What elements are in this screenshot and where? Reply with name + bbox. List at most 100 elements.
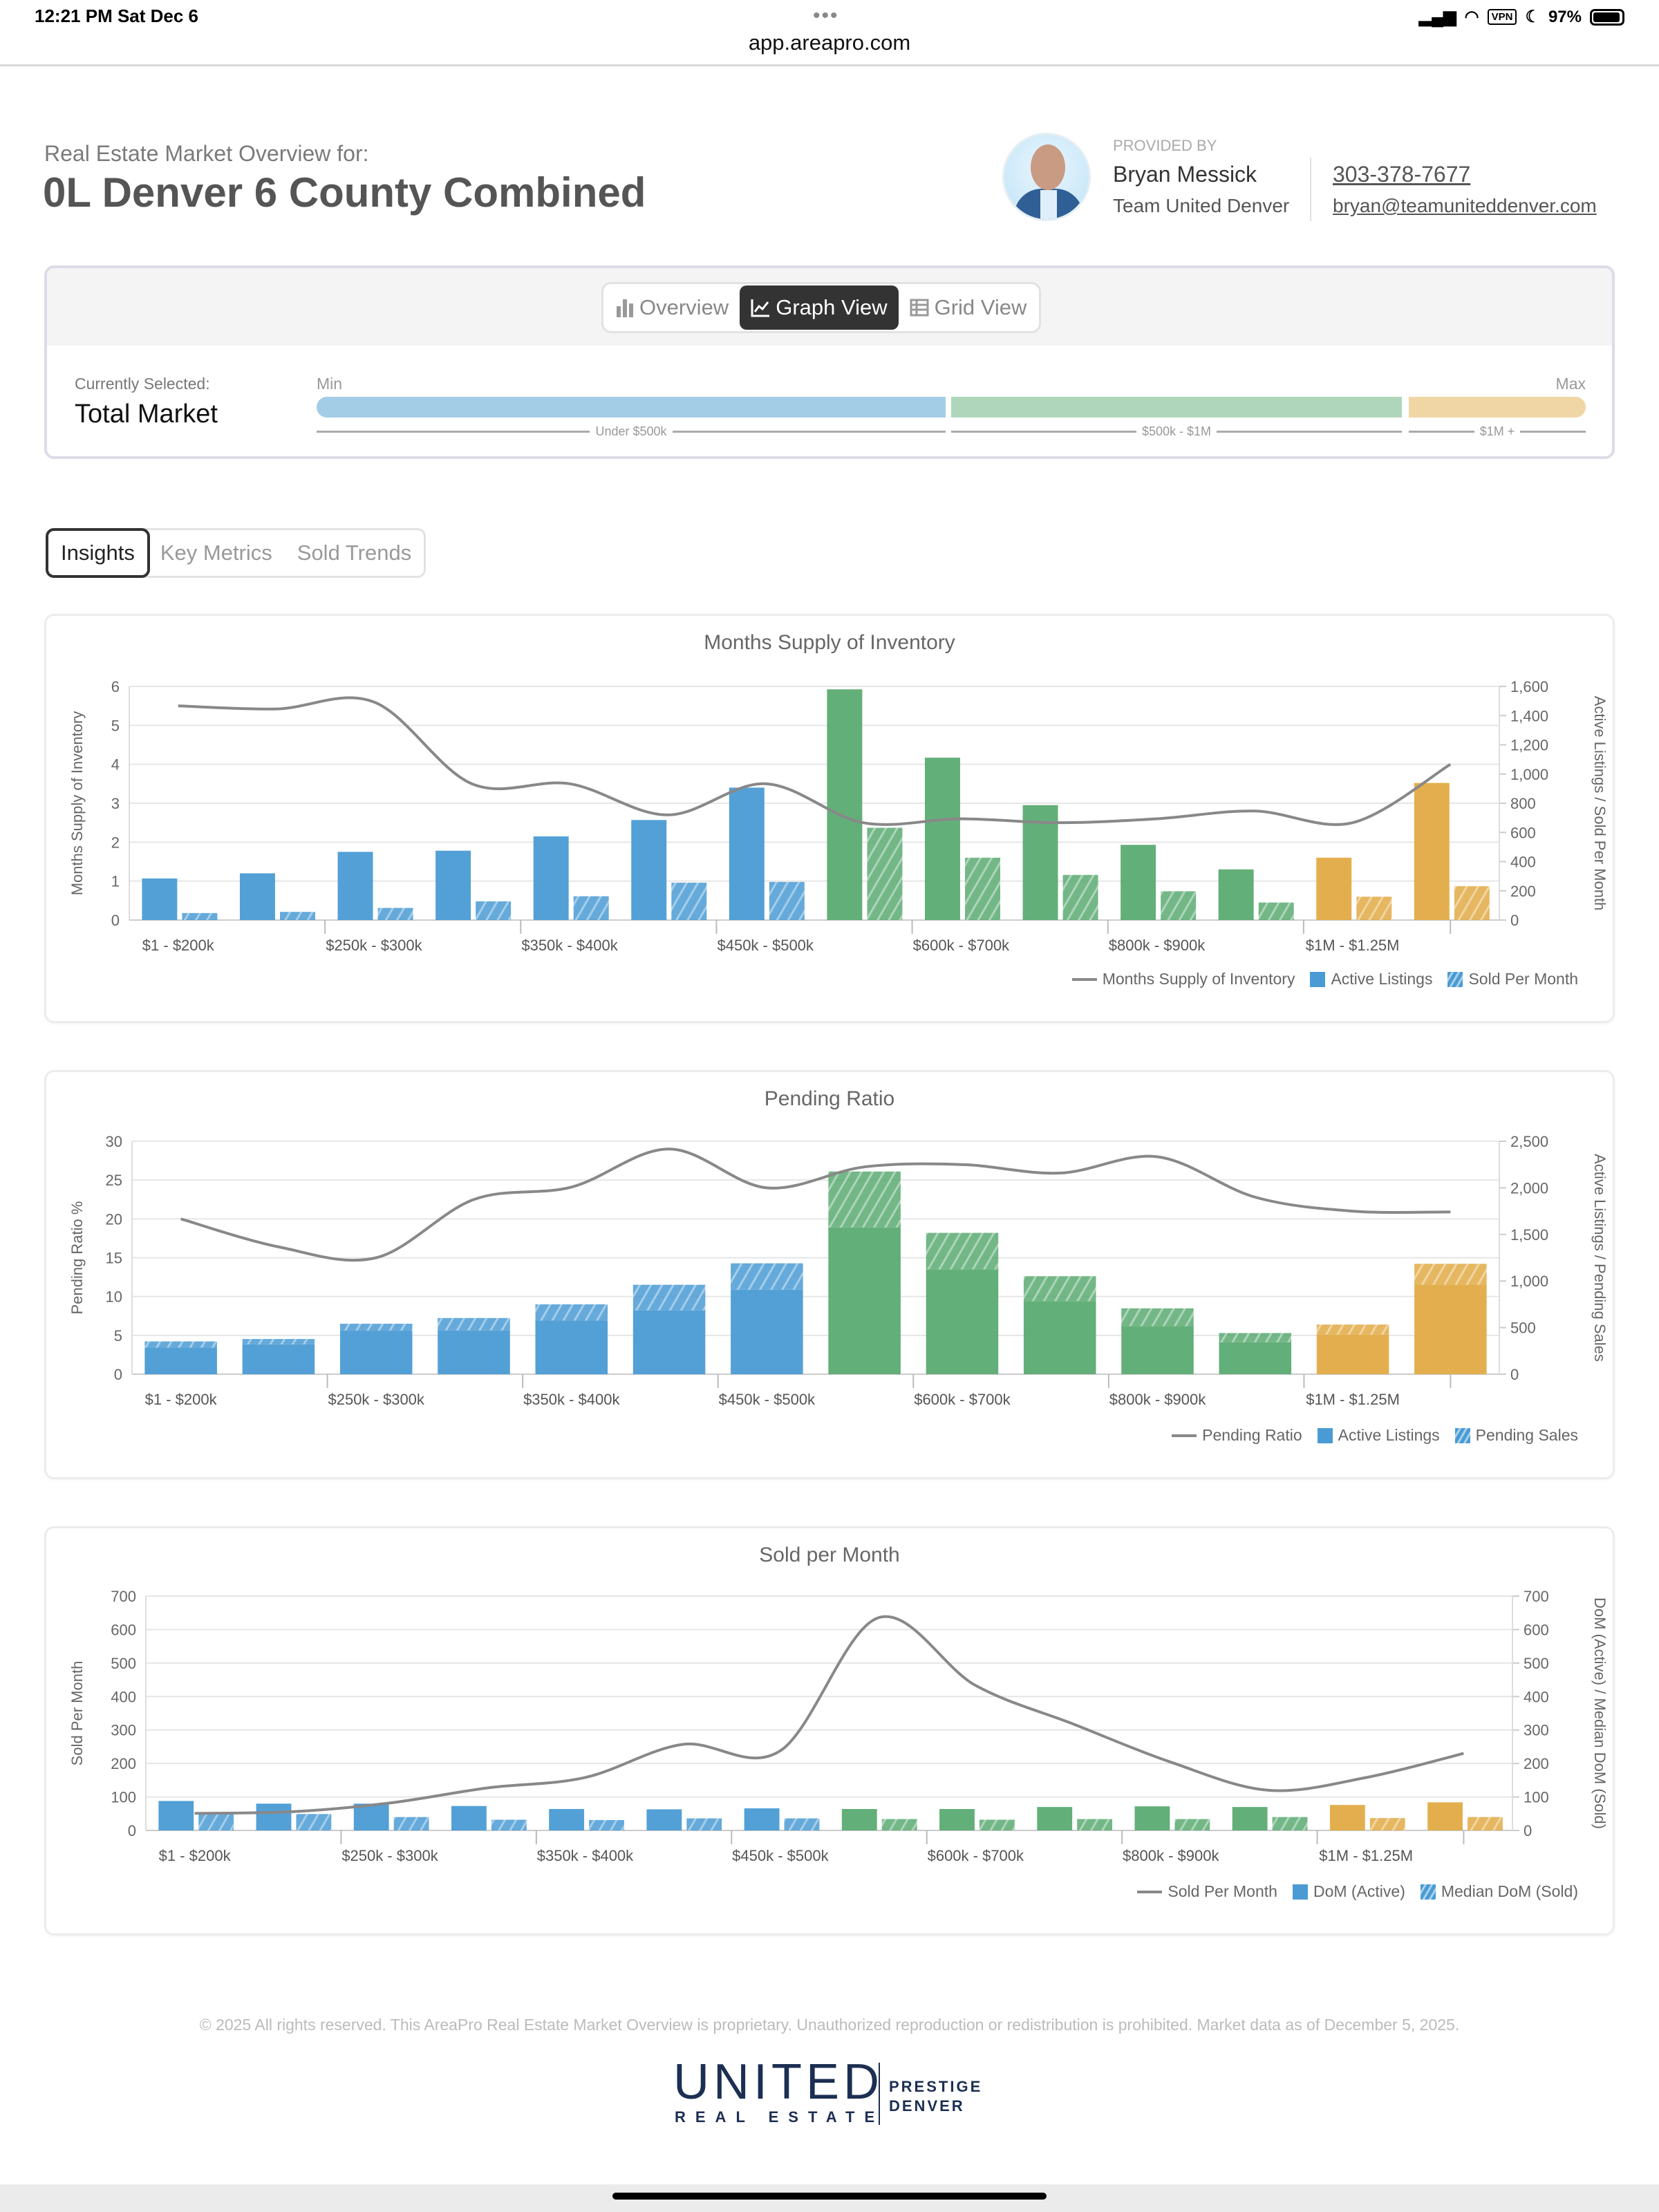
legend-item[interactable]: Months Supply of Inventory: [1071, 970, 1295, 988]
svg-text:DENVER: DENVER: [889, 2097, 965, 2115]
overview-label: Real Estate Market Overview for:: [44, 141, 369, 166]
bar-dom-active-: [1427, 1802, 1463, 1830]
view-toggle: Overview Graph View Grid View: [601, 282, 1042, 333]
grid-view-button[interactable]: Grid View: [899, 285, 1038, 330]
bar-pending-sales: [926, 1232, 999, 1270]
y-right-tick-label: 200: [1510, 883, 1536, 900]
y-left-tick-label: 6: [111, 678, 120, 695]
y-right-tick-label: 1,200: [1510, 737, 1548, 754]
x-tick-label: $250k - $300k: [328, 1391, 424, 1408]
bar-pending-sales: [1414, 1264, 1487, 1285]
chart-title: Months Supply of Inventory: [704, 631, 955, 654]
y-left-tick-label: 25: [106, 1172, 122, 1189]
y-right-axis-title: Active Listings / Sold Per Month: [1591, 696, 1609, 911]
bar-median-dom-sold-: [1174, 1819, 1210, 1830]
x-tick-label: $450k - $500k: [719, 1391, 816, 1408]
bar-active-listings: [535, 1320, 608, 1374]
svg-text:REAL ESTATE: REAL ESTATE: [675, 2108, 884, 2126]
bar-active-listings: [438, 1330, 510, 1374]
svg-text:UNITED: UNITED: [673, 2054, 883, 2110]
overview-label: Overview: [639, 295, 729, 319]
y-right-tick-label: 800: [1510, 795, 1536, 812]
bar-pending-sales: [632, 1284, 706, 1311]
y-right-tick-label: 2,000: [1510, 1179, 1548, 1197]
y-left-axis-title: Sold Per Month: [68, 1661, 86, 1766]
line-chart-icon: [751, 299, 770, 317]
tab-insights[interactable]: Insights: [46, 528, 150, 578]
series-line-pending-ratio: [180, 1147, 1451, 1262]
range-label: Under $500k: [317, 422, 946, 441]
bar-active-listings: [339, 1331, 413, 1374]
bar-dom-active-: [1134, 1806, 1170, 1830]
legend-item[interactable]: Median DoM (Sold): [1420, 1882, 1578, 1901]
bar-pending-sales: [438, 1318, 510, 1331]
url-bar[interactable]: app.areapro.com: [748, 30, 911, 55]
legend-item[interactable]: Sold Per Month: [1447, 970, 1578, 988]
legend-item[interactable]: Active Listings: [1317, 1426, 1440, 1445]
battery-icon: [1590, 8, 1624, 26]
bar-active-listings: [1414, 1284, 1487, 1374]
y-right-tick-label: 500: [1510, 1320, 1536, 1337]
range-label: $500k - $1M: [951, 422, 1402, 441]
bar-active-listings: [631, 820, 667, 920]
phone-link[interactable]: 303-378-7677: [1333, 162, 1471, 187]
y-left-tick-label: 5: [111, 717, 120, 734]
divider: [1310, 158, 1311, 221]
bar-sold-per-month: [182, 912, 218, 920]
y-right-axis-title: DoM (Active) / Median DoM (Sold): [1591, 1597, 1609, 1829]
chart-legend: Sold Per Month DoM (Active) Median DoM (…: [1137, 1882, 1578, 1901]
legend-item[interactable]: Active Listings: [1310, 970, 1432, 988]
bar-sold-per-month: [476, 901, 512, 920]
section-tabs: Insights Key Metrics Sold Trends: [46, 528, 427, 578]
bar-active-listings: [1121, 845, 1156, 920]
vpn-icon: VPN: [1487, 9, 1517, 25]
range-500k-1m[interactable]: [951, 397, 1402, 418]
bar-median-dom-sold-: [491, 1819, 527, 1830]
multitask-dots[interactable]: •••: [813, 4, 839, 27]
y-right-tick-label: 1,600: [1510, 678, 1548, 695]
legend-item[interactable]: DoM (Active): [1292, 1882, 1405, 1901]
y-right-tick-label: 200: [1524, 1755, 1549, 1772]
bar-sold-per-month: [1062, 874, 1098, 920]
bar-sold-per-month: [377, 908, 413, 920]
bar-median-dom-sold-: [686, 1818, 722, 1830]
email-link[interactable]: bryan@teamuniteddenver.com: [1333, 195, 1597, 216]
x-tick-label: $1M - $1.25M: [1319, 1847, 1413, 1864]
bar-active-listings: [1219, 1342, 1292, 1374]
range-under-500k[interactable]: [317, 397, 946, 418]
bar-active-listings: [242, 1344, 315, 1374]
range-label: $1M +: [1409, 422, 1586, 441]
tab-sold-trends[interactable]: Sold Trends: [297, 541, 412, 565]
y-left-tick-label: 10: [106, 1288, 122, 1306]
page-title: 0L Denver 6 County Combined: [43, 169, 646, 216]
bar-dom-active-: [841, 1809, 877, 1830]
graph-view-button[interactable]: Graph View: [740, 285, 899, 330]
wifi-icon: ◠: [1464, 8, 1479, 26]
y-left-tick-label: 400: [111, 1688, 136, 1705]
overview-button[interactable]: Overview: [605, 285, 740, 330]
bar-median-dom-sold-: [393, 1817, 429, 1830]
home-indicator[interactable]: [0, 2184, 1659, 2212]
moon-icon: ☾: [1525, 8, 1540, 26]
bar-pending-sales: [1316, 1324, 1389, 1335]
bar-dom-active-: [1329, 1805, 1365, 1830]
legend-item[interactable]: Sold Per Month: [1137, 1882, 1277, 1901]
x-tick-label: $600k - $700k: [913, 937, 1010, 954]
bar-active-listings: [533, 836, 569, 920]
tab-key-metrics[interactable]: Key Metrics: [160, 541, 272, 565]
legend-item[interactable]: Pending Ratio: [1172, 1426, 1302, 1445]
y-left-tick-label: 2: [111, 834, 120, 851]
bar-pending-sales: [1023, 1276, 1096, 1302]
range-1m-plus[interactable]: [1409, 397, 1586, 418]
legend-item[interactable]: Pending Sales: [1454, 1426, 1578, 1445]
y-left-tick-label: 0: [111, 912, 120, 929]
bar-pending-sales: [828, 1171, 901, 1228]
bar-median-dom-sold-: [296, 1814, 332, 1830]
y-left-tick-label: 20: [106, 1210, 122, 1228]
y-right-tick-label: 700: [1524, 1588, 1549, 1605]
y-left-axis-title: Pending Ratio %: [68, 1201, 86, 1315]
y-right-tick-label: 1,500: [1510, 1226, 1548, 1244]
y-right-tick-label: 1,400: [1510, 707, 1548, 724]
y-left-tick-label: 15: [106, 1250, 122, 1267]
bar-active-listings: [729, 787, 765, 920]
